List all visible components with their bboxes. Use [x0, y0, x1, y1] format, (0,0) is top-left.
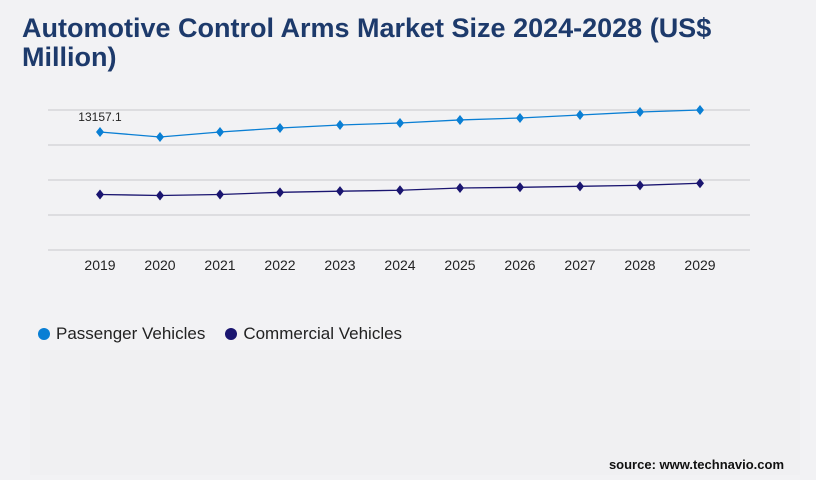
data-point [636, 106, 644, 117]
data-point [156, 131, 164, 142]
chart-title: Automotive Control Arms Market Size 2024… [22, 13, 712, 72]
legend-label: Commercial Vehicles [243, 324, 403, 343]
data-point [576, 110, 584, 121]
data-point [96, 189, 104, 200]
x-tick-label: 2029 [684, 257, 715, 273]
data-point [576, 181, 584, 192]
legend-marker-icon [225, 328, 238, 340]
x-tick-label: 2027 [564, 257, 595, 273]
data-point [636, 180, 644, 191]
lower-panel [30, 350, 800, 475]
data-point [456, 183, 464, 194]
data-point [396, 118, 404, 129]
x-tick-label: 2022 [264, 257, 295, 273]
data-point [276, 187, 284, 198]
legend-marker-icon [38, 328, 50, 340]
data-point [696, 178, 704, 189]
data-label: 13157.1 [78, 110, 122, 124]
data-point [216, 127, 224, 137]
legend-label: Passenger Vehicles [56, 324, 206, 343]
source-note: source: www.technavio.com [608, 457, 784, 472]
data-point [336, 186, 344, 197]
x-tick-label: 2024 [384, 257, 415, 273]
data-point [156, 190, 164, 201]
line-chart: 2019 2020 2021 2022 2023 2024 2025 2026 2027 2028… [48, 105, 750, 273]
x-tick-label: 2028 [624, 257, 655, 273]
data-point [216, 189, 224, 200]
data-point [396, 185, 404, 196]
data-point [696, 105, 704, 115]
legend: Passenger Vehicles Commercial Vehicles [38, 324, 422, 344]
x-tick-label: 2020 [144, 257, 175, 273]
x-tick-label: 2025 [444, 257, 475, 273]
data-point [96, 126, 104, 137]
legend-item-passenger: Passenger Vehicles [38, 324, 205, 344]
data-point [516, 182, 524, 193]
data-point [336, 119, 344, 130]
legend-item-commercial: Commercial Vehicles [225, 324, 402, 344]
x-tick-label: 2019 [84, 257, 115, 273]
data-point [276, 123, 284, 134]
x-tick-label: 2021 [204, 257, 235, 273]
data-point [516, 112, 524, 123]
data-point [456, 114, 464, 125]
x-tick-label: 2026 [504, 257, 535, 273]
x-tick-label: 2023 [324, 257, 355, 273]
